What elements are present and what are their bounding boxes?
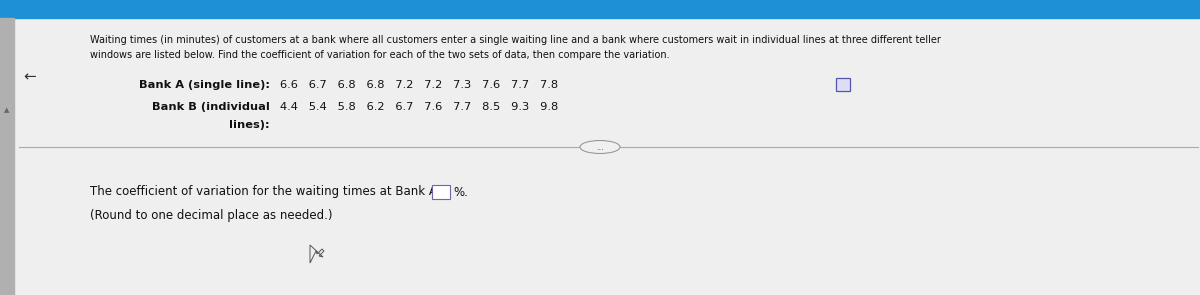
Text: ▲: ▲ (5, 107, 10, 113)
Text: %.: %. (454, 186, 468, 199)
Text: ←: ← (24, 70, 36, 84)
Text: Bank B (individual: Bank B (individual (152, 102, 270, 112)
FancyBboxPatch shape (432, 185, 450, 199)
Text: 6.6   6.7   6.8   6.8   7.2   7.2   7.3   7.6   7.7   7.8: 6.6 6.7 6.8 6.8 7.2 7.2 7.3 7.6 7.7 7.8 (280, 80, 558, 90)
Text: Bank A (single line):: Bank A (single line): (139, 80, 270, 90)
Bar (0, 18, 14, 295)
Text: ...: ... (596, 142, 604, 152)
Text: Waiting times (in minutes) of customers at a bank where all customers enter a si: Waiting times (in minutes) of customers … (90, 35, 941, 45)
Text: lines):: lines): (229, 120, 270, 130)
FancyBboxPatch shape (836, 78, 850, 91)
Ellipse shape (580, 140, 620, 153)
Text: 4.4   5.4   5.8   6.2   6.7   7.6   7.7   8.5   9.3   9.8: 4.4 5.4 5.8 6.2 6.7 7.6 7.7 8.5 9.3 9.8 (280, 102, 558, 112)
Text: (Round to one decimal place as needed.): (Round to one decimal place as needed.) (90, 209, 332, 222)
Bar (0, 0, 1200, 18)
Text: The coefficient of variation for the waiting times at Bank A is: The coefficient of variation for the wai… (90, 186, 450, 199)
Text: windows are listed below. Find the coefficient of variation for each of the two : windows are listed below. Find the coeff… (90, 50, 670, 60)
